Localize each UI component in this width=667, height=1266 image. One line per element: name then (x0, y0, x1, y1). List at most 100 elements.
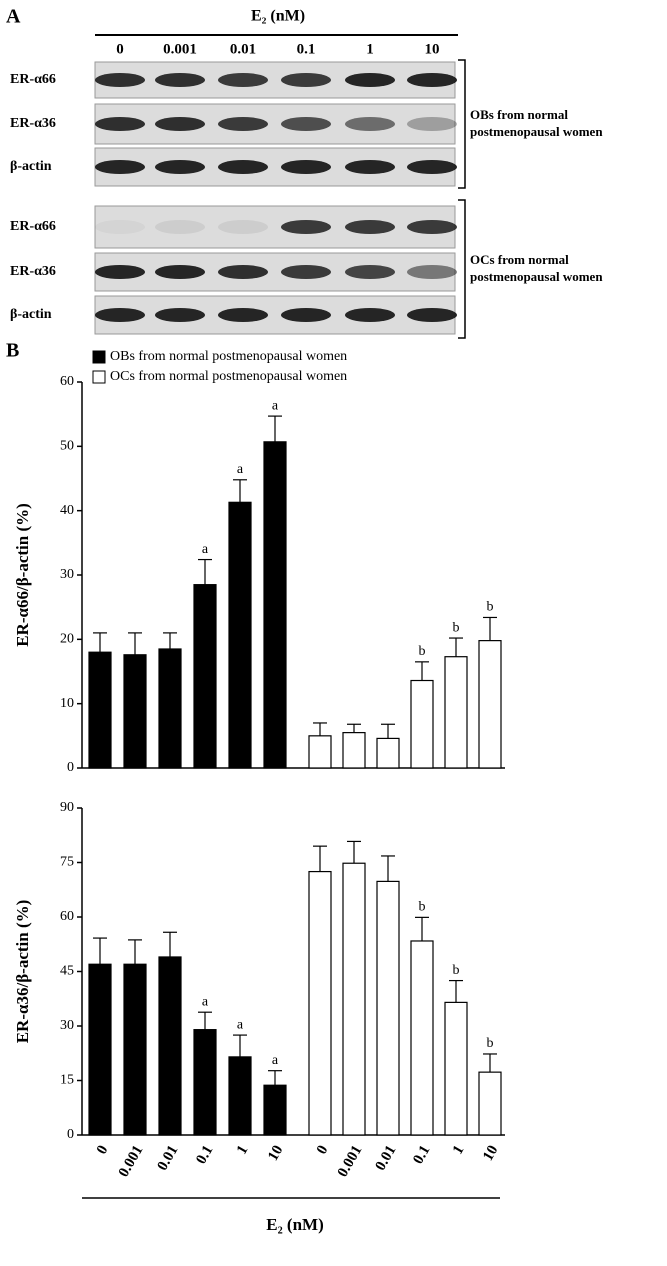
y-tick-label: 20 (60, 632, 74, 647)
bar (444, 1001, 468, 1136)
blot-band (95, 265, 145, 279)
blot-band (345, 220, 395, 234)
blot-band (281, 73, 331, 87)
blot-band (95, 73, 145, 87)
bar (444, 656, 468, 769)
blot-band (281, 308, 331, 322)
blot-strip (94, 147, 456, 187)
y-tick-label: 30 (60, 567, 74, 582)
group-bracket (458, 199, 466, 339)
bar (228, 1056, 252, 1136)
x-tick-label: 10 (265, 1143, 286, 1164)
annotation: a (202, 542, 209, 557)
blot-band (95, 220, 145, 234)
bar (193, 1029, 217, 1136)
y-tick-label: 60 (60, 909, 74, 924)
y-tick-label: 0 (67, 1127, 74, 1142)
bar (263, 1084, 287, 1136)
panel-label: B (6, 340, 19, 362)
bar (193, 584, 217, 769)
x-tick-label: 0 (314, 1143, 332, 1157)
blot-strip (94, 103, 456, 145)
y-axis-label: ER-α66/β-actin (%) (13, 503, 32, 647)
blot-band (345, 265, 395, 279)
blot-band (155, 117, 205, 131)
annotation: b (487, 1036, 494, 1051)
y-axis-label: ER-α36/β-actin (%) (13, 900, 32, 1044)
y-tick-label: 60 (60, 374, 74, 389)
bar (376, 737, 400, 769)
x-tick-label: 0.001 (335, 1143, 366, 1180)
bar (308, 870, 332, 1136)
row-label: ER-α66 (10, 219, 56, 234)
blot-band (407, 117, 457, 131)
bar (158, 648, 182, 769)
legend-label: OCs from normal postmenopausal women (110, 369, 347, 384)
blot-band (281, 265, 331, 279)
blot-band (95, 117, 145, 131)
lane-label: 10 (425, 41, 440, 57)
annotation: a (272, 1053, 279, 1068)
bar (228, 501, 252, 769)
y-tick-label: 10 (60, 696, 74, 711)
y-tick-label: 30 (60, 1018, 74, 1033)
bar (478, 640, 502, 769)
blot-band (281, 117, 331, 131)
bar (410, 679, 434, 769)
blot-band (155, 308, 205, 322)
lane-label: 0 (116, 41, 124, 57)
x-tick-label: 10 (480, 1143, 501, 1164)
row-label: ER-α36 (10, 116, 56, 131)
blot-band (407, 220, 457, 234)
bar (158, 956, 182, 1136)
annotation: b (453, 620, 460, 635)
bar (263, 441, 287, 769)
blot-band (407, 160, 457, 174)
group-label: postmenopausal women (470, 124, 603, 139)
bar (342, 732, 366, 769)
blot-band (218, 160, 268, 174)
blot-band (218, 265, 268, 279)
annotation: b (487, 600, 494, 615)
blot-band (218, 220, 268, 234)
x-axis-label: E₂ (nM) (266, 1215, 324, 1234)
blot-band (407, 73, 457, 87)
x-tick-label: 0 (94, 1143, 112, 1157)
blot-band (345, 117, 395, 131)
blot-strip (94, 252, 456, 292)
y-tick-label: 45 (60, 964, 74, 979)
row-label: β-actin (10, 159, 52, 174)
annotation: a (272, 398, 279, 413)
y-tick-label: 15 (60, 1073, 74, 1088)
group-label: postmenopausal women (470, 269, 603, 284)
x-tick-label: 0.01 (154, 1143, 181, 1174)
bar (123, 963, 147, 1136)
row-label: ER-α36 (10, 264, 56, 279)
group-label: OCs from normal (470, 252, 569, 267)
x-tick-label: 0.01 (372, 1143, 399, 1174)
blot-band (155, 160, 205, 174)
annotation: b (419, 644, 426, 659)
lane-label: 0.001 (163, 41, 197, 57)
bar (410, 940, 434, 1136)
x-tick-label: 1 (450, 1143, 468, 1157)
bar (376, 880, 400, 1136)
blot-band (345, 160, 395, 174)
lane-label: 1 (366, 41, 374, 57)
row-label: β-actin (10, 307, 52, 322)
x-tick-label: 0.1 (193, 1143, 216, 1167)
blot-strip (94, 205, 456, 249)
y-tick-label: 0 (67, 760, 74, 775)
bar (342, 862, 366, 1136)
row-label: ER-α66 (10, 72, 56, 87)
blot-band (407, 265, 457, 279)
blot-band (281, 220, 331, 234)
blot-band (155, 220, 205, 234)
group-bracket (458, 59, 466, 189)
bar (478, 1071, 502, 1136)
annotation: a (237, 462, 244, 477)
blot-band (155, 73, 205, 87)
y-tick-label: 90 (60, 800, 74, 815)
